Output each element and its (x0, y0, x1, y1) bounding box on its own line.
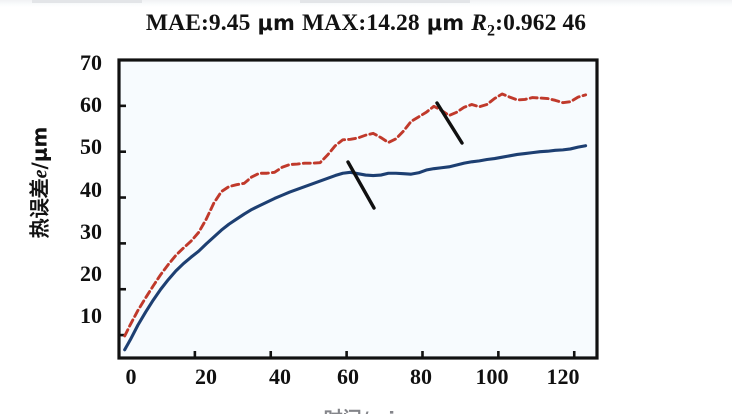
y-tick-label-10: 10 (80, 303, 102, 328)
plot-frame (117, 58, 599, 360)
x-tick-label-40: 40 (269, 364, 291, 389)
max-unit: μm (426, 11, 465, 35)
line-predicted-value (123, 92, 588, 338)
y-tick-label-30: 30 (80, 219, 102, 244)
max-label: MAX: (301, 10, 367, 36)
scan-artifact-left (32, 0, 142, 3)
chart-title: MAE:9.45 μm MAX:14.28 μm R2:0.962 46 (0, 10, 732, 41)
mae-value: 9.45 (208, 10, 251, 36)
plot-background (119, 60, 597, 358)
x-tick-label-0: 0 (125, 364, 137, 389)
x-tick-label-20: 20 (195, 364, 217, 389)
r2-value: 0.962 46 (503, 10, 587, 36)
y-tick-label-70: 70 (80, 50, 102, 75)
mae-unit: μm (257, 11, 295, 35)
x-tick-label-80: 80 (410, 364, 432, 389)
r2-separator: : (495, 10, 504, 36)
y-tick-label-50: 50 (80, 134, 102, 159)
x-axis-title: 时间/min (0, 404, 732, 414)
r2-subscript: 2 (487, 22, 496, 40)
y-tick-label-60: 60 (80, 92, 102, 117)
max-value: 14.28 (366, 10, 420, 36)
x-tick-label-60: 60 (337, 364, 359, 389)
scan-artifact-center (300, 0, 470, 3)
r2-label: R (471, 10, 488, 36)
y-tick-label-20: 20 (80, 261, 102, 286)
x-tick-label-100: 100 (475, 364, 509, 389)
page-edge-strip (0, 0, 732, 7)
mae-label: MAE: (145, 10, 209, 36)
callout-leader-actual (346, 160, 376, 210)
x-tick-label-120: 120 (546, 364, 580, 389)
callout-leader-predicted (435, 101, 464, 145)
y-tick-label-40: 40 (80, 177, 102, 202)
